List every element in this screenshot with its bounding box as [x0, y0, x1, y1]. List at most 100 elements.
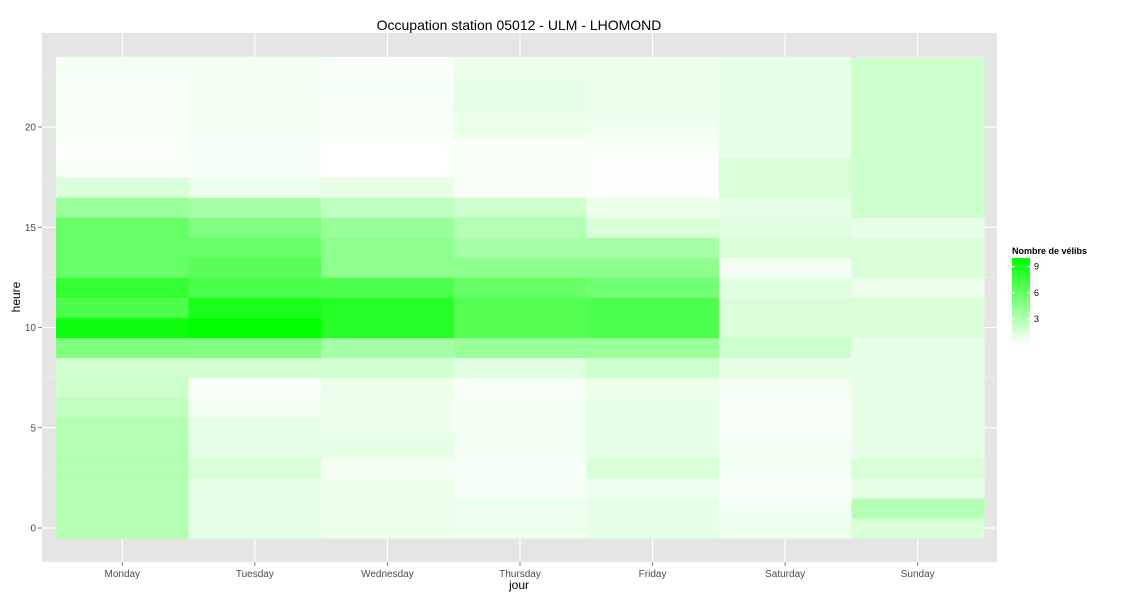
- heatmap-tile: [321, 397, 455, 419]
- y-tick-label: 5: [30, 423, 36, 434]
- heatmap-tile: [56, 96, 190, 118]
- chart-title: Occupation station 05012 - ULM - LHOMOND: [377, 17, 662, 33]
- heatmap-tile: [718, 96, 852, 118]
- legend-colorbar: [1012, 258, 1030, 345]
- x-tick-label: Thursday: [499, 569, 541, 580]
- heatmap-tile: [188, 56, 322, 78]
- heatmap-tile: [321, 56, 455, 78]
- heatmap-tile: [586, 116, 720, 138]
- heatmap-tile: [321, 297, 455, 318]
- heatmap-tile: [718, 116, 852, 138]
- heatmap-tile: [586, 56, 720, 78]
- heatmap-tile: [321, 177, 455, 198]
- heatmap-tile: [56, 477, 190, 499]
- heatmap-tile: [586, 377, 720, 399]
- y-axis-title: heure: [9, 281, 23, 312]
- heatmap-tile: [188, 197, 322, 218]
- heatmap-tile: [188, 377, 322, 399]
- heatmap-tile: [851, 237, 985, 258]
- heatmap-tile: [321, 197, 455, 218]
- heatmap-tile: [56, 497, 190, 519]
- heatmap-tile: [453, 377, 587, 399]
- heatmap-tile: [851, 177, 985, 198]
- heatmap-tile: [718, 76, 852, 98]
- heatmap-tile: [851, 357, 985, 379]
- heatmap-tile: [851, 137, 985, 158]
- x-tick-label: Sunday: [901, 569, 935, 580]
- y-tick-label: 10: [25, 323, 37, 334]
- legend-ticks: 3 6 9: [1012, 262, 1039, 324]
- heatmap-tile: [718, 277, 852, 298]
- heatmap-tile: [188, 517, 322, 539]
- x-tick-label: Friday: [639, 569, 667, 580]
- heatmap-tile: [321, 317, 455, 339]
- heatmap-tile: [188, 76, 322, 98]
- heatmap-tile: [321, 357, 455, 379]
- heatmap-tile: [851, 377, 985, 399]
- heatmap-tile: [56, 457, 190, 479]
- heatmap-tile: [188, 317, 322, 339]
- heatmap-tile: [188, 357, 322, 379]
- heatmap-tile: [188, 477, 322, 499]
- x-tick-label: Wednesday: [361, 569, 414, 580]
- heatmap-tile: [188, 297, 322, 318]
- x-tick-label: Monday: [104, 569, 140, 580]
- heatmap-tile: [453, 56, 587, 78]
- heatmap-tile: [453, 357, 587, 379]
- heatmap-tile: [321, 237, 455, 258]
- heatmap-tile: [188, 116, 322, 138]
- heatmap-tile: [586, 517, 720, 539]
- heatmap-tile: [453, 297, 587, 318]
- heatmap-tile: [321, 257, 455, 278]
- heatmap-tile: [718, 56, 852, 78]
- heatmap-tile: [321, 96, 455, 118]
- heatmap-tile: [586, 457, 720, 479]
- heatmap-tile: [851, 517, 985, 539]
- heatmap-tile: [56, 317, 190, 339]
- heatmap-tile: [188, 237, 322, 258]
- heatmap-tile: [718, 217, 852, 238]
- heatmap-tile: [718, 417, 852, 439]
- heatmap-tile: [188, 277, 322, 298]
- heatmap-tile: [586, 357, 720, 379]
- heatmap-tile: [56, 297, 190, 318]
- heatmap-tile: [56, 437, 190, 459]
- heatmap-tile: [321, 377, 455, 399]
- heatmap-tile: [851, 497, 985, 519]
- heatmap-tile: [56, 76, 190, 98]
- heatmap-tile: [718, 477, 852, 499]
- heatmap-tile: [718, 457, 852, 479]
- heatmap-tile: [718, 377, 852, 399]
- heatmap-tile: [718, 437, 852, 459]
- heatmap-tile: [718, 337, 852, 359]
- heatmap-tile: [586, 417, 720, 439]
- heatmap-tile: [453, 116, 587, 138]
- heatmap-tile: [321, 157, 455, 178]
- heatmap-tile: [321, 76, 455, 98]
- heatmap-tile: [56, 157, 190, 178]
- heatmap-tile: [718, 177, 852, 198]
- x-axis: Monday Tuesday Wednesday Thursday Friday Satu…: [104, 562, 935, 580]
- heatmap-tile: [453, 397, 587, 419]
- heatmap-tile: [851, 257, 985, 278]
- heatmap-tile: [56, 116, 190, 138]
- heatmap-tile: [453, 96, 587, 118]
- heatmap-tile: [586, 397, 720, 419]
- heatmap-tile: [851, 116, 985, 138]
- heatmap-tile: [718, 197, 852, 218]
- heatmap-tile: [851, 96, 985, 118]
- heatmap-tile: [851, 337, 985, 359]
- heatmap-tile: [453, 157, 587, 178]
- heatmap-tile: [586, 297, 720, 318]
- heatmap-tile: [851, 317, 985, 339]
- heatmap-tile: [56, 56, 190, 78]
- heatmap-tile: [321, 437, 455, 459]
- heatmap-tile: [56, 237, 190, 258]
- heatmap-tile: [718, 237, 852, 258]
- heatmap-tile: [586, 477, 720, 499]
- heatmap-tile: [718, 137, 852, 158]
- heatmap-tile: [56, 197, 190, 218]
- heatmap-tile: [188, 137, 322, 158]
- legend-tick-label: 6: [1034, 288, 1039, 298]
